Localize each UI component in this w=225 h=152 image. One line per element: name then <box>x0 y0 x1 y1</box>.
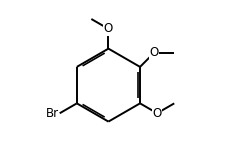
Text: Br: Br <box>46 107 59 120</box>
Text: O: O <box>103 22 112 35</box>
Text: O: O <box>152 107 161 120</box>
Text: O: O <box>149 46 158 59</box>
